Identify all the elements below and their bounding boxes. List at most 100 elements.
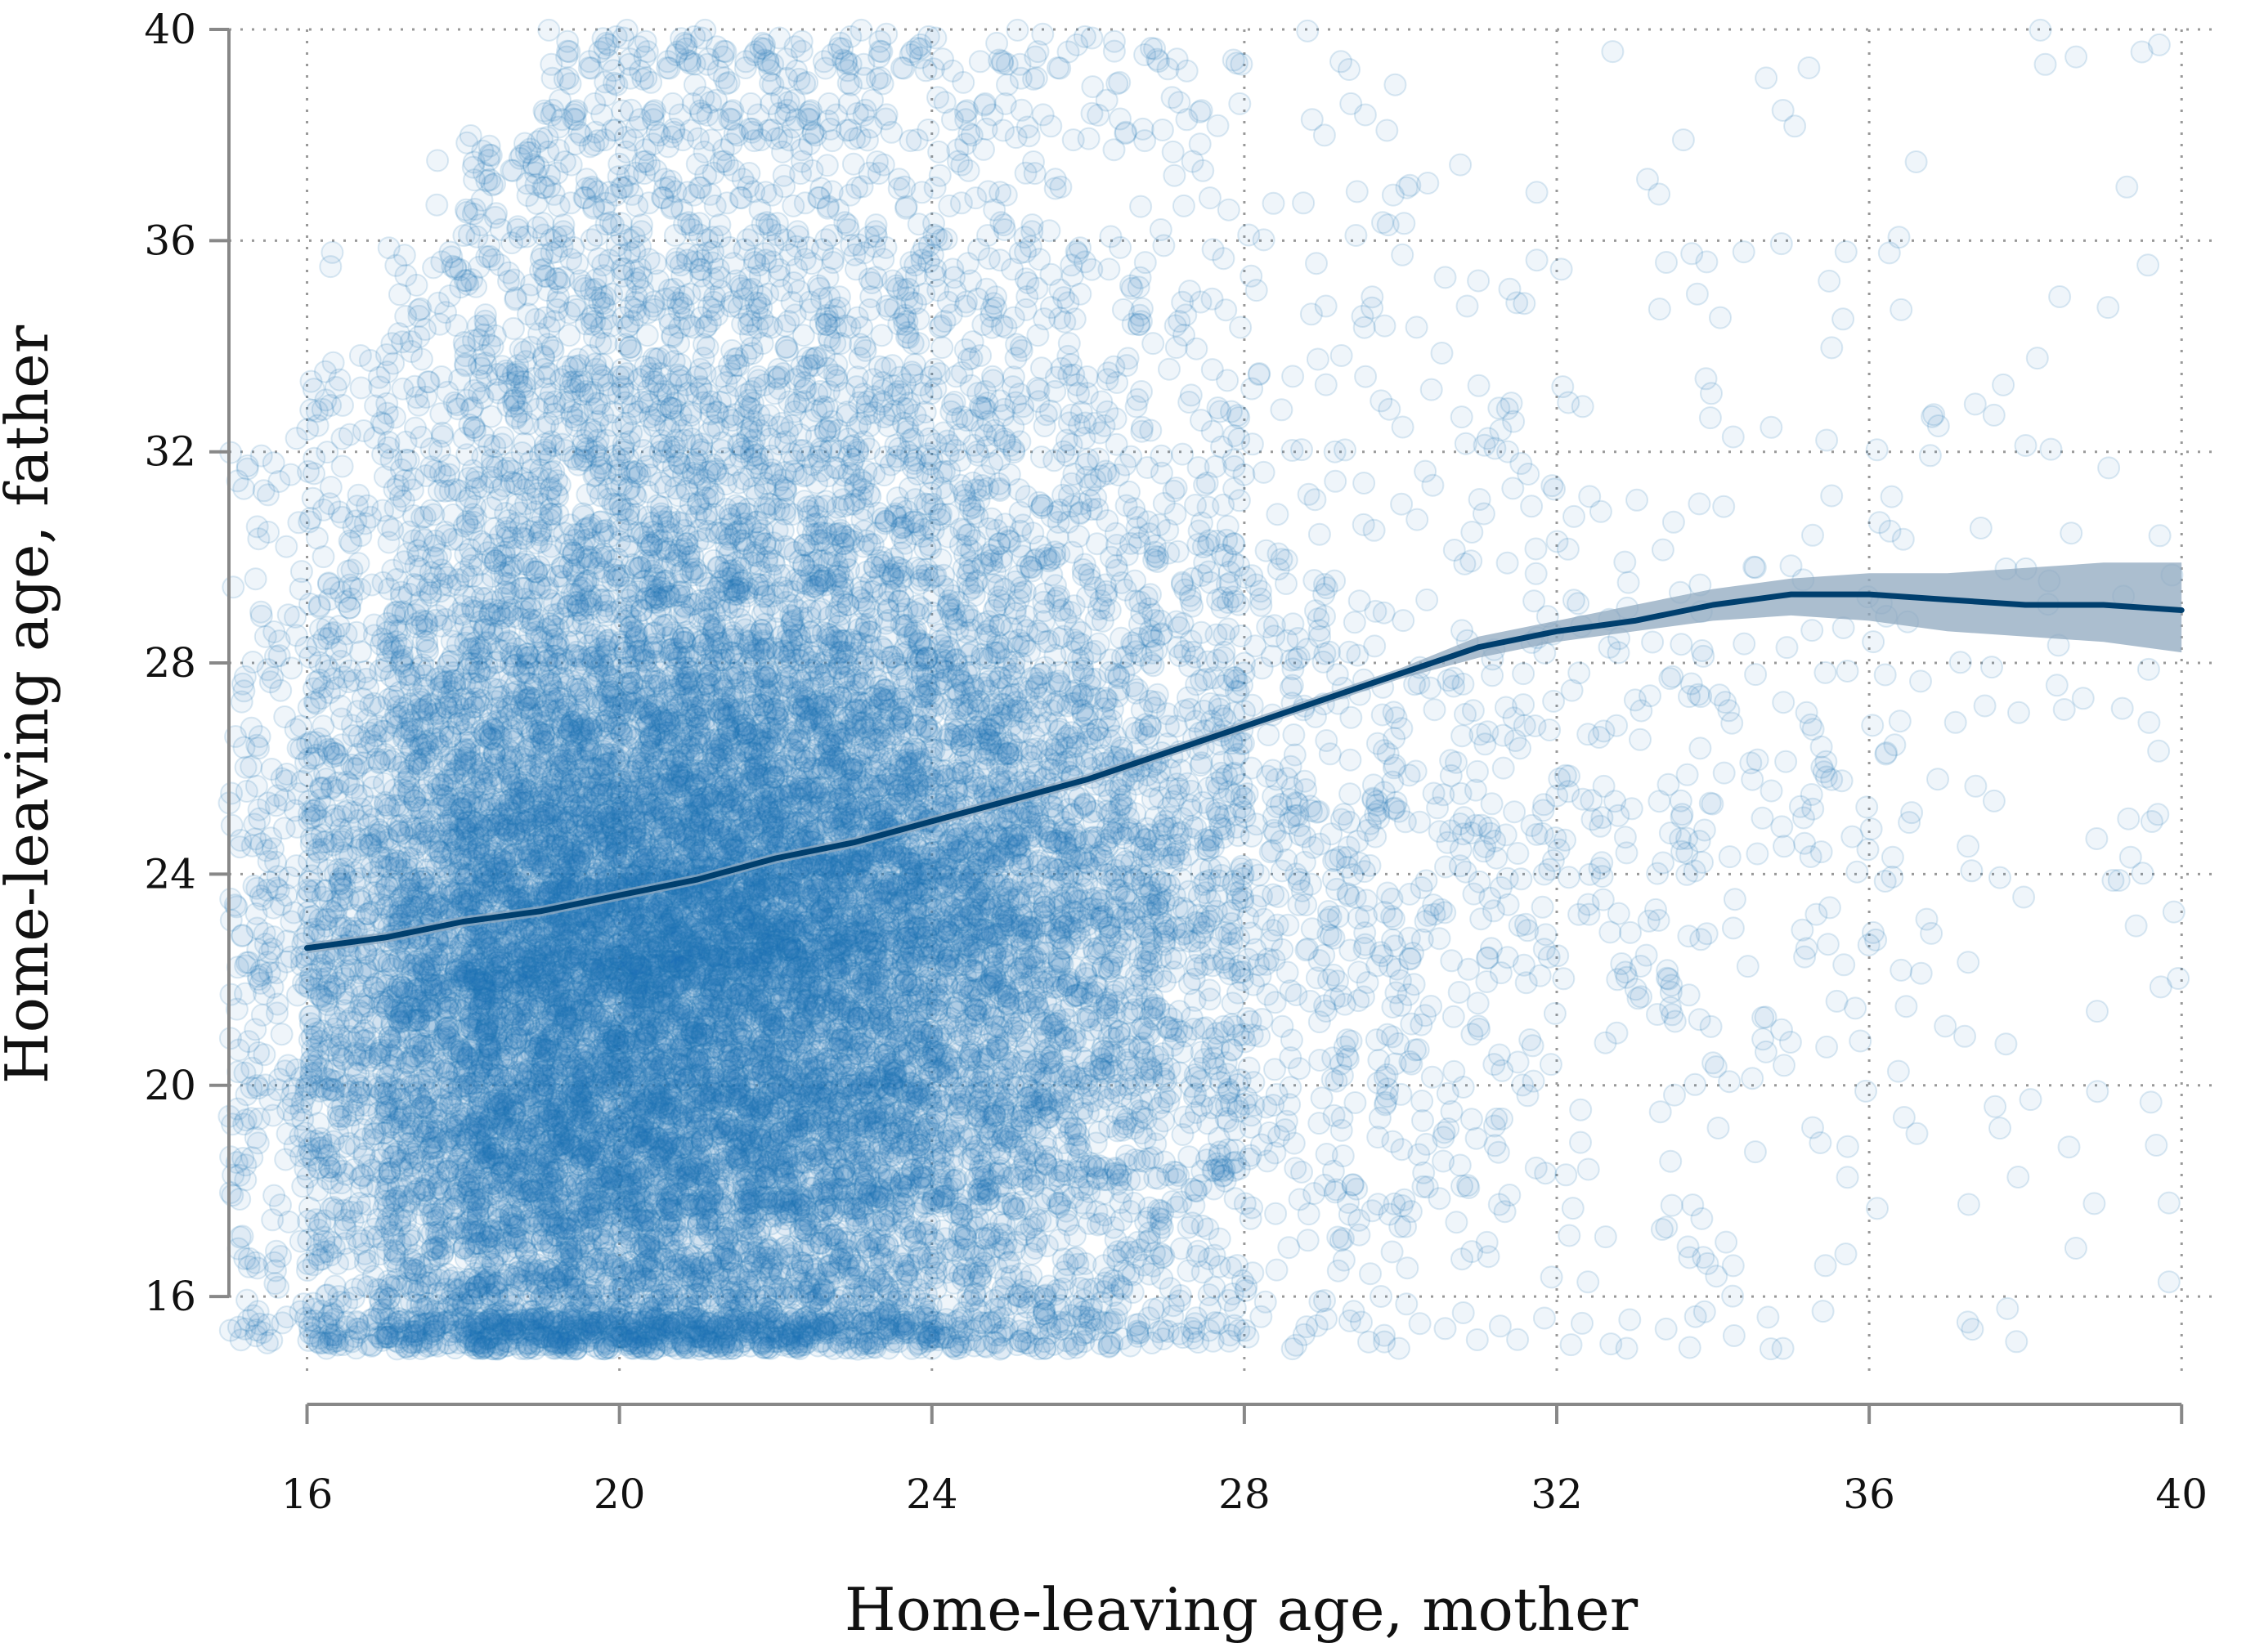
scatter-point: [324, 376, 347, 399]
scatter-point: [394, 448, 418, 472]
scatter-point: [306, 1233, 330, 1256]
scatter-point: [255, 879, 279, 902]
scatter-point: [297, 764, 321, 788]
scatter-point: [502, 1093, 526, 1117]
scatter-point: [231, 924, 254, 947]
scatter-point: [244, 827, 267, 851]
scatter-point: [258, 941, 281, 965]
scatter-point: [253, 1043, 276, 1067]
scatter-point: [497, 759, 520, 783]
scatter-point: [479, 470, 503, 494]
scatter-point: [461, 1232, 485, 1256]
scatter-point: [298, 870, 321, 893]
scatter-point: [320, 1301, 343, 1325]
scatter-point: [383, 1144, 406, 1168]
scatter-point: [420, 1221, 444, 1245]
scatter-point: [289, 737, 313, 761]
scatter-point: [474, 314, 498, 338]
scatter-point: [502, 316, 525, 340]
scatter-point: [491, 426, 515, 450]
scatter-point: [286, 736, 310, 760]
scatter-point: [318, 492, 342, 516]
scatter-point: [468, 994, 492, 1018]
scatter-point: [511, 382, 535, 405]
scatter-point: [245, 1256, 269, 1280]
scatter-point: [219, 908, 243, 932]
scatter-point: [475, 364, 499, 387]
scatter-point: [415, 578, 439, 602]
scatter-point: [218, 1318, 242, 1342]
scatter-point: [455, 876, 479, 900]
scatter-point: [253, 933, 277, 956]
scatter-point: [266, 992, 289, 1016]
scatter-point: [500, 526, 524, 549]
scatter-point: [413, 821, 437, 844]
scatter-point: [260, 1328, 284, 1352]
scatter-point: [472, 161, 495, 185]
scatter-point: [427, 677, 451, 701]
scatter-point: [454, 1161, 477, 1184]
scatter-point: [429, 402, 453, 426]
scatter-point: [232, 477, 256, 500]
scatter-point: [244, 1251, 267, 1274]
scatter-point: [270, 1023, 294, 1046]
scatter-point: [309, 968, 333, 991]
grid-lines: [229, 28, 2221, 1376]
scatter-point: [240, 1146, 264, 1170]
scatter-point: [273, 705, 297, 728]
scatter-point: [400, 1166, 424, 1190]
scatter-point: [501, 694, 525, 718]
scatter-point: [475, 655, 499, 678]
scatter-point: [422, 256, 446, 280]
scatter-point: [504, 1261, 528, 1285]
scatter-point: [265, 961, 289, 985]
scatter-point: [280, 945, 303, 969]
scatter-point: [289, 577, 312, 601]
scatter-point: [437, 1026, 460, 1050]
scatter-point: [273, 788, 297, 812]
scatter-point: [397, 1189, 420, 1212]
scatter-point: [493, 604, 517, 628]
scatter-point: [331, 827, 355, 851]
scatter-point: [404, 554, 428, 578]
scatter-point: [233, 665, 257, 688]
scatter-point: [410, 425, 433, 449]
scatter-point: [489, 807, 513, 830]
scatter-point: [257, 849, 280, 873]
scatter-point: [457, 924, 481, 948]
scatter-point: [495, 1300, 519, 1323]
scatter-point: [267, 629, 291, 653]
scatter-point: [316, 441, 339, 464]
scatter-point: [423, 1247, 446, 1271]
scatter-point: [275, 950, 298, 974]
scatter-point: [234, 1153, 258, 1177]
scatter-point: [501, 451, 525, 475]
scatter-point: [243, 813, 267, 836]
scatter-point: [304, 797, 328, 821]
scatter-point: [394, 1005, 417, 1028]
scatter-point: [325, 1329, 349, 1353]
scatter-point: [260, 758, 284, 781]
scatter-point: [486, 1036, 510, 1060]
scatter-point: [355, 667, 378, 691]
scatter-point: [469, 1176, 493, 1200]
scatter-point: [233, 1317, 257, 1341]
scatter-point: [316, 858, 340, 882]
scatter-point: [235, 457, 259, 481]
scatter-point: [267, 1275, 290, 1299]
scatter-point: [455, 1128, 478, 1152]
scatter-point: [466, 1202, 490, 1225]
scatter-point: [348, 1166, 372, 1190]
scatter-point: [245, 876, 269, 900]
scatter-point: [464, 1071, 488, 1095]
scatter-point: [309, 617, 332, 641]
scatter-point: [379, 725, 402, 749]
scatter-point: [228, 1225, 252, 1249]
scatter-point: [460, 268, 483, 292]
scatter-point: [429, 706, 453, 730]
scatter-point: [250, 1003, 274, 1027]
scatter-point: [485, 1012, 509, 1036]
scatter-point: [226, 1060, 250, 1084]
scatter-point: [263, 645, 287, 669]
